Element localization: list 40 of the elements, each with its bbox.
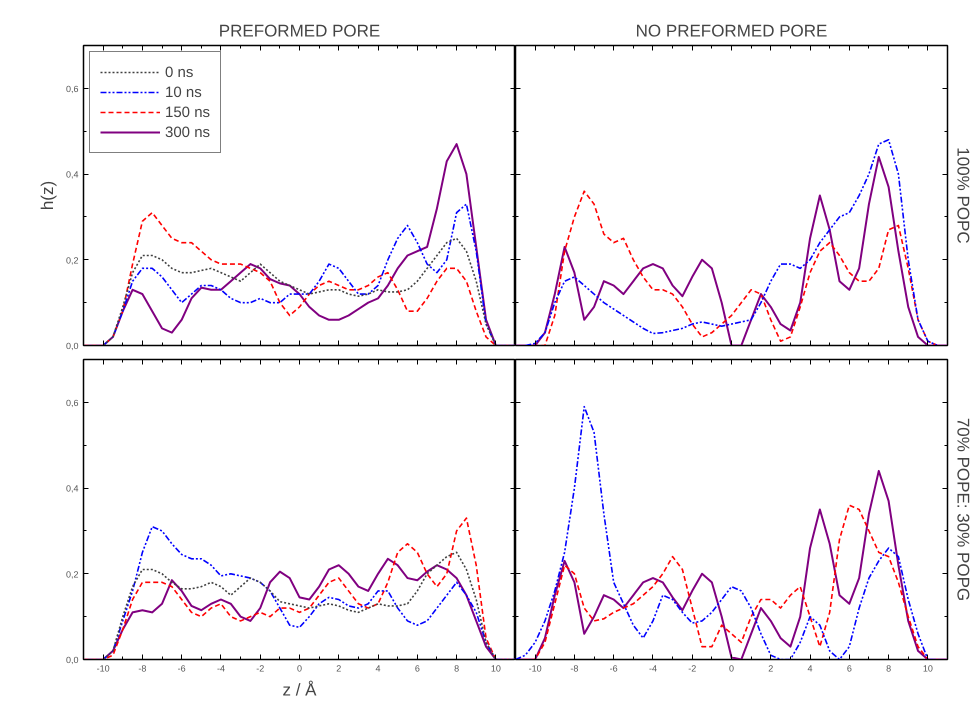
legend-label: 10 ns	[165, 84, 202, 100]
x-tick-label: 10	[490, 664, 501, 674]
x-tick-label: -8	[138, 664, 146, 674]
x-tick-label: -2	[688, 664, 696, 674]
y2-axis-title: 70% POPE: 30% POPG	[954, 418, 972, 602]
chart-title: PREFORMED PORE	[218, 22, 380, 40]
x-tick-label: -2	[256, 664, 264, 674]
x-tick-label: 4	[808, 664, 813, 674]
x-tick-label: -6	[178, 664, 186, 674]
x-tick-label: -10	[96, 664, 110, 674]
x-tick-label: 10	[922, 664, 933, 674]
y-axis-title: h(z)	[38, 180, 57, 210]
x-tick-label: 0	[728, 664, 734, 674]
legend-label: 0 ns	[165, 64, 194, 80]
x-tick-label: -4	[648, 664, 657, 674]
x-tick-label: -8	[570, 664, 578, 674]
x-tick-label: 8	[454, 664, 460, 674]
x-tick-label: -6	[610, 664, 618, 674]
x-tick-label: 2	[336, 664, 342, 674]
legend-label: 150 ns	[165, 104, 210, 120]
chart-title: NO PREFORMED PORE	[636, 22, 828, 40]
x-axis-title: z / Å	[282, 680, 318, 700]
legend-label: 300 ns	[165, 124, 210, 140]
x-tick-label: -10	[528, 664, 542, 674]
x-tick-label: 8	[886, 664, 892, 674]
y2-axis-title: 100% POPC	[954, 147, 972, 244]
x-tick-label: 6	[846, 664, 852, 674]
y-tick-label: 0,6	[66, 84, 79, 94]
x-tick-label: 2	[768, 664, 774, 674]
y-tick-label: 0,4	[66, 170, 79, 180]
x-tick-label: 0	[296, 664, 302, 674]
y-tick-label: 0,2	[66, 255, 79, 266]
y-tick-label: 0,0	[66, 341, 79, 351]
y-tick-label: 0,0	[66, 655, 79, 665]
y-tick-label: 0,4	[66, 484, 79, 494]
y-tick-label: 0,6	[66, 398, 79, 408]
x-tick-label: -4	[216, 664, 225, 674]
x-tick-label: 6	[414, 664, 420, 674]
y-tick-label: 0,2	[66, 569, 79, 580]
x-tick-label: 4	[376, 664, 381, 674]
